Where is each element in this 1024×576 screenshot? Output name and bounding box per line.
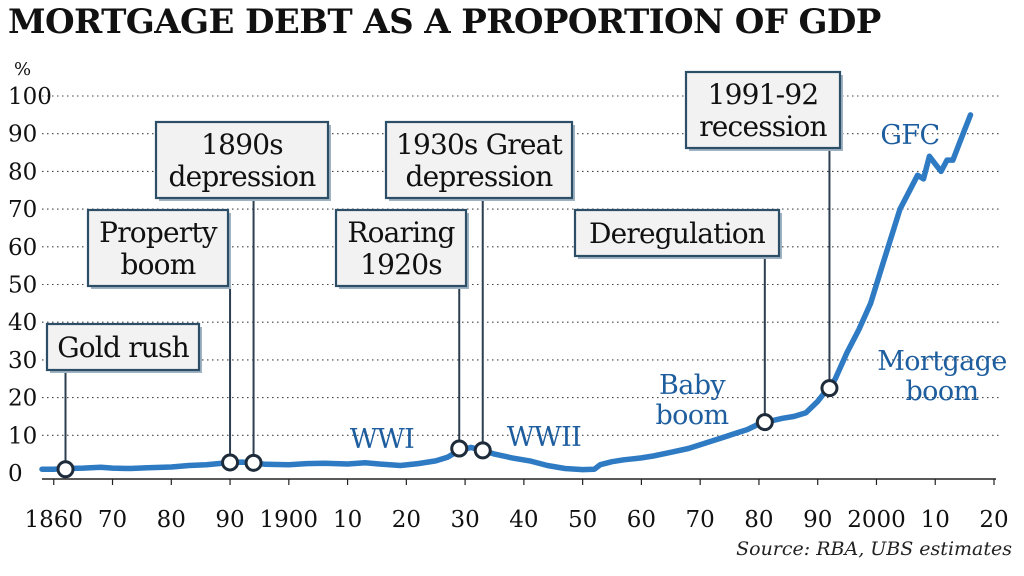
callout-label: 1890s	[201, 128, 283, 161]
event-marker	[755, 413, 774, 432]
x-tick-label: 30	[450, 507, 479, 533]
callout-label: Gold rush	[57, 331, 189, 364]
callout-label: Roaring	[347, 216, 455, 249]
x-tick-label: 50	[568, 507, 597, 533]
annotation-label: GFC	[880, 120, 939, 151]
chart-title: MORTGAGE DEBT AS A PROPORTION OF GDP	[8, 2, 881, 42]
x-tick-label: 90	[215, 507, 244, 533]
y-tick-label: 0	[8, 461, 23, 487]
callout-label: boom	[121, 248, 196, 281]
x-tick-label: 20	[392, 507, 421, 533]
annotation-label: Mortgage	[877, 346, 1007, 377]
callout-box	[573, 208, 781, 258]
x-tick-label: 80	[744, 507, 773, 533]
y-tick-label: 60	[8, 235, 37, 261]
x-tick-label: 1900	[260, 507, 319, 533]
callout-label: 1920s	[360, 248, 442, 281]
x-tick-label: 2000	[847, 507, 906, 533]
callout-box	[384, 120, 574, 200]
x-tick-label: 10	[333, 507, 362, 533]
event-marker	[56, 460, 75, 479]
annotation-label: WWI	[350, 424, 414, 455]
callout-leaders	[64, 148, 831, 463]
y-tick-label: 30	[8, 348, 37, 374]
callout-box	[86, 208, 230, 288]
event-marker	[244, 453, 263, 472]
callout-box	[45, 322, 201, 372]
callout-label: 1991-92	[708, 78, 819, 111]
callout-boxes: Gold rushPropertyboom1890sdepressionRoar…	[45, 70, 843, 373]
annotation-label: Baby	[659, 370, 726, 401]
callout-label: 1930s Great	[396, 128, 564, 161]
event-marker	[820, 379, 839, 398]
callout-label: depression	[406, 160, 554, 193]
y-tick-label: 100	[8, 84, 52, 110]
y-tick-label: 70	[8, 197, 37, 223]
annotation-label: WWII	[507, 422, 581, 453]
axes: % 0 10 20 30 40 50 60 70 80 90 100 1860 70 80 90 1900 10 2…	[8, 59, 1009, 533]
y-tick-label: 10	[8, 423, 37, 449]
source-note: Source: RBA, UBS estimates	[736, 538, 1012, 560]
callout-label: depression	[169, 160, 317, 193]
annotation-label: boom	[906, 376, 979, 407]
x-tick-label: 10	[921, 507, 950, 533]
callout-box	[684, 70, 842, 150]
event-markers	[56, 379, 839, 479]
x-tick-label: 90	[803, 507, 832, 533]
x-tick-label: 1860	[24, 507, 83, 533]
annotation-label: boom	[656, 400, 729, 431]
callout-box	[154, 120, 330, 200]
callout-label: recession	[699, 110, 827, 143]
x-tick-label: 20	[979, 507, 1008, 533]
x-tick-label: 40	[509, 507, 538, 533]
y-tick-label: 40	[8, 310, 37, 336]
y-axis-label: %	[14, 59, 31, 80]
event-marker	[221, 453, 240, 472]
x-tick-label: 80	[157, 507, 186, 533]
callout-label: Property	[99, 216, 218, 249]
x-tick-label: 60	[627, 507, 656, 533]
y-tick-label: 90	[8, 122, 37, 148]
x-tick-label: 70	[98, 507, 127, 533]
y-tick-label: 20	[8, 386, 37, 412]
event-marker	[473, 441, 492, 460]
y-tick-label: 80	[8, 159, 37, 185]
callout-box	[334, 208, 468, 288]
callout-label: Deregulation	[589, 217, 766, 250]
y-tick-label: 50	[8, 273, 37, 299]
event-marker	[450, 439, 469, 458]
x-tick-label: 70	[686, 507, 715, 533]
